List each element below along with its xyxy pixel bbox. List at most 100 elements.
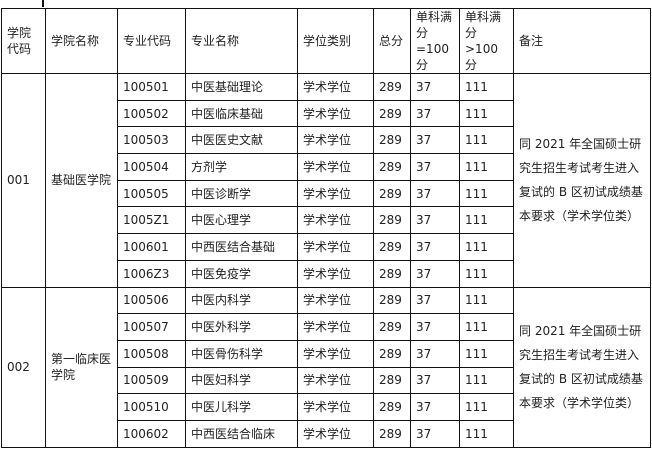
table-row: 100503 中医医史文献 学术学位 289 37 111	[2, 126, 651, 155]
major-code: 100505	[117, 179, 186, 208]
college-name: 第一临床医学院	[45, 286, 118, 448]
single-100-score: 37	[410, 286, 460, 315]
major-name: 中西医结合基础	[185, 233, 298, 261]
table-row: 100507 中医外科学 学术学位 289 37 111	[2, 313, 651, 341]
total-score: 289	[373, 206, 411, 235]
header-row: 学院代码 学院名称 专业代码 专业名称 学位类别 总分 单科满分=100分 单科满分>100分…	[1, 8, 651, 74]
header-cell: 专业代码	[117, 8, 186, 74]
header-cell: 专业名称	[185, 8, 298, 74]
degree-type: 学术学位	[297, 233, 374, 261]
table-row: 1006Z3 中医免疫学 学术学位 289 37 111	[2, 259, 651, 288]
degree-type: 学术学位	[297, 126, 374, 155]
table-row: 100510 中医儿科学 学术学位 289 37 111	[2, 393, 651, 421]
major-code: 100508	[117, 339, 186, 368]
college-name: 基础医学院	[45, 73, 118, 288]
single-over-100-score: 111	[459, 366, 514, 395]
major-code: 100509	[117, 366, 186, 395]
single-100-score: 37	[410, 73, 460, 101]
table-row: 100509 中医妇科学 学术学位 289 37 111	[2, 366, 651, 395]
degree-type: 学术学位	[297, 153, 374, 181]
degree-type: 学术学位	[297, 339, 374, 368]
header-cell: 单科满分=100分	[410, 8, 460, 74]
table-row: 100504 方剂学 学术学位 289 37 111	[2, 153, 651, 181]
single-100-score: 37	[410, 313, 460, 341]
header-cell: 单科满分>100分	[459, 8, 514, 74]
header-cell: 学院名称	[45, 8, 118, 74]
single-over-100-score: 111	[459, 99, 514, 128]
single-over-100-score: 111	[459, 313, 514, 341]
single-100-score: 37	[410, 126, 460, 155]
major-name: 中医心理学	[185, 206, 298, 235]
degree-type: 学术学位	[297, 179, 374, 208]
total-score: 289	[373, 339, 411, 368]
single-over-100-score: 111	[459, 126, 514, 155]
major-name: 中医临床基础	[185, 99, 298, 128]
college-code: 002	[1, 286, 46, 448]
major-code: 100602	[117, 419, 186, 448]
total-score: 289	[373, 366, 411, 395]
major-name: 方剂学	[185, 153, 298, 181]
major-code: 1005Z1	[117, 206, 186, 235]
degree-type: 学术学位	[297, 286, 374, 315]
major-code: 100503	[117, 126, 186, 155]
total-score: 289	[373, 99, 411, 128]
major-name: 中医基础理论	[185, 73, 298, 101]
single-over-100-score: 111	[459, 286, 514, 315]
total-score: 289	[373, 419, 411, 448]
major-code: 100601	[117, 233, 186, 261]
single-100-score: 37	[410, 153, 460, 181]
single-over-100-score: 111	[459, 233, 514, 261]
single-over-100-score: 111	[459, 153, 514, 181]
total-score: 289	[373, 153, 411, 181]
table-row: 100602 中西医结合临床 学术学位 289 37 111	[2, 419, 651, 448]
single-100-score: 37	[410, 259, 460, 288]
major-name: 中医诊断学	[185, 179, 298, 208]
degree-type: 学术学位	[297, 73, 374, 101]
total-score: 289	[373, 126, 411, 155]
cursor-mark	[42, 0, 44, 7]
major-name: 中医妇科学	[185, 366, 298, 395]
single-100-score: 37	[410, 419, 460, 448]
major-name: 中医骨伤科学	[185, 339, 298, 368]
degree-type: 学术学位	[297, 99, 374, 128]
major-name: 中西医结合临床	[185, 419, 298, 448]
single-100-score: 37	[410, 393, 460, 421]
single-100-score: 37	[410, 233, 460, 261]
major-code: 1006Z3	[117, 259, 186, 288]
major-code: 100501	[117, 73, 186, 101]
total-score: 289	[373, 73, 411, 101]
total-score: 289	[373, 286, 411, 315]
single-over-100-score: 111	[459, 393, 514, 421]
college-code: 001	[1, 73, 46, 288]
table-row: 100505 中医诊断学 学术学位 289 37 111	[2, 179, 651, 208]
major-code: 100507	[117, 313, 186, 341]
degree-type: 学术学位	[297, 259, 374, 288]
total-score: 289	[373, 313, 411, 341]
major-name: 中医内科学	[185, 286, 298, 315]
major-code: 100510	[117, 393, 186, 421]
note: 同 2021 年全国硕士研究生招生考试考生进入复试的 B 区初试成绩基本要求（学…	[513, 73, 651, 288]
single-100-score: 37	[410, 366, 460, 395]
score-table: 学院代码 学院名称 专业代码 专业名称 学位类别 总分 单科满分=100分 单科满分>100分…	[1, 8, 651, 448]
single-over-100-score: 111	[459, 179, 514, 208]
major-name: 中医免疫学	[185, 259, 298, 288]
header-cell: 备注	[513, 8, 651, 74]
single-100-score: 37	[410, 339, 460, 368]
major-name: 中医儿科学	[185, 393, 298, 421]
degree-type: 学术学位	[297, 206, 374, 235]
table-row: 100601 中西医结合基础 学术学位 289 37 111	[2, 233, 651, 261]
total-score: 289	[373, 179, 411, 208]
single-100-score: 37	[410, 179, 460, 208]
total-score: 289	[373, 259, 411, 288]
major-code: 100502	[117, 99, 186, 128]
total-score: 289	[373, 233, 411, 261]
header-cell: 学位类别	[297, 8, 374, 74]
single-over-100-score: 111	[459, 73, 514, 101]
major-name: 中医外科学	[185, 313, 298, 341]
table-row: 1005Z1 中医心理学 学术学位 289 37 111	[2, 206, 651, 235]
single-over-100-score: 111	[459, 206, 514, 235]
table-row: 100508 中医骨伤科学 学术学位 289 37 111	[2, 339, 651, 368]
single-over-100-score: 111	[459, 339, 514, 368]
single-over-100-score: 111	[459, 259, 514, 288]
single-100-score: 37	[410, 99, 460, 128]
